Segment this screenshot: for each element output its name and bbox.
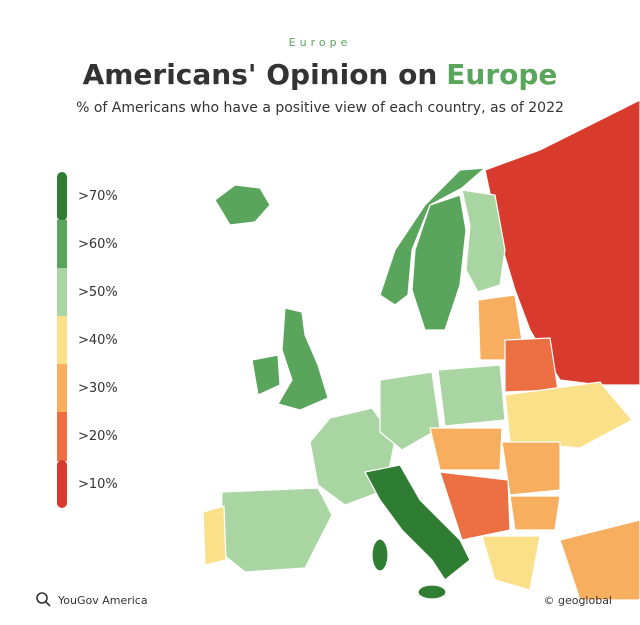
romania xyxy=(501,441,561,496)
title-highlight: Europe xyxy=(446,58,557,91)
germany xyxy=(379,371,441,451)
credit: © geoglobal xyxy=(543,594,612,607)
kicker: Europe xyxy=(289,36,352,49)
subtitle: % of Americans who have a positive view … xyxy=(76,100,564,116)
sweden xyxy=(411,194,467,331)
legend-swatch xyxy=(57,220,67,269)
legend-swatch xyxy=(57,412,67,461)
legend-label: >10% xyxy=(78,477,118,492)
legend-swatch xyxy=(57,172,67,221)
turkey xyxy=(559,519,640,601)
norway xyxy=(379,167,487,306)
bulgaria xyxy=(509,495,561,531)
italy xyxy=(364,464,471,581)
legend: >70% >60% >50% >40% >30% >20% >10% xyxy=(57,172,118,508)
legend-swatch xyxy=(57,316,67,365)
belarus xyxy=(504,337,559,393)
legend-label: >70% xyxy=(78,189,118,204)
legend-label: >60% xyxy=(78,237,118,252)
greece xyxy=(481,535,541,591)
iceland xyxy=(214,184,271,226)
poland xyxy=(437,364,506,427)
central-europe xyxy=(429,427,503,471)
legend-label: >30% xyxy=(78,381,118,396)
uk xyxy=(277,307,329,411)
legend-label: >40% xyxy=(78,333,118,348)
spain xyxy=(219,487,333,573)
portugal xyxy=(202,505,227,566)
europe-map xyxy=(202,99,640,601)
title: Americans' Opinion on Europe xyxy=(83,58,558,91)
finland xyxy=(461,189,506,293)
balkans xyxy=(439,471,511,541)
legend-label: >50% xyxy=(78,285,118,300)
legend-label: >20% xyxy=(78,429,118,444)
source-text: YouGov America xyxy=(57,594,148,607)
sardinia xyxy=(371,538,389,572)
title-main: Americans' Opinion on xyxy=(83,58,438,91)
legend-swatch xyxy=(57,460,67,508)
sicily xyxy=(417,584,447,600)
ireland xyxy=(251,354,281,396)
ukraine xyxy=(504,381,633,449)
legend-swatch xyxy=(57,268,67,317)
legend-swatch xyxy=(57,364,67,413)
source: YouGov America xyxy=(36,592,148,607)
